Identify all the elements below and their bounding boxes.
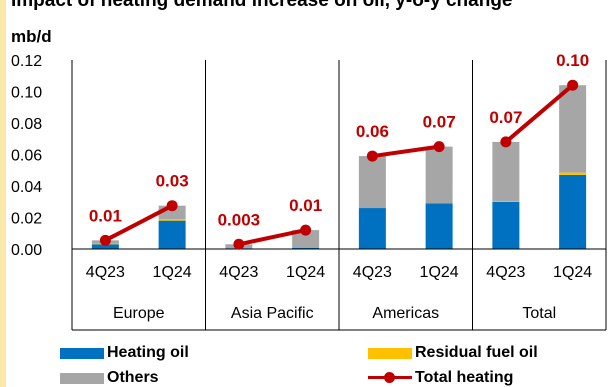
total-heating-marker — [366, 150, 378, 162]
total-heating-line-swatch — [368, 372, 412, 384]
total-heating-line-segment — [504, 83, 574, 144]
total-heating-marker — [99, 234, 111, 246]
total-heating-data-label: 0.10 — [556, 51, 589, 70]
legend-label-others: Others — [107, 369, 159, 386]
group-label: Europe — [113, 305, 165, 322]
legend-label-heating-oil: Heating oil — [107, 344, 189, 361]
total-heating-data-label: 0.01 — [289, 196, 322, 215]
y-tick-label: 0.00 — [11, 242, 42, 259]
legend-item-total-heating: Total heating — [368, 369, 513, 387]
x-tick-label: 4Q23 — [86, 264, 125, 281]
group-label: Americas — [372, 305, 439, 322]
total-heating-data-label: 0.003 — [218, 210, 261, 229]
total-heating-data-label: 0.01 — [89, 206, 122, 225]
left-accent-strip — [0, 0, 6, 387]
bar-residual-fuel-oil — [492, 200, 520, 202]
legend-label-residual-fuel-oil: Residual fuel oil — [415, 344, 538, 361]
y-unit-label: mb/d — [11, 27, 52, 46]
group-label: Total — [522, 305, 556, 322]
y-tick-label: 0.12 — [11, 53, 42, 70]
bar-residual-fuel-oil — [158, 219, 186, 221]
y-tick-label: 0.06 — [11, 148, 42, 165]
total-heating-data-label: 0.07 — [489, 108, 522, 127]
bar-heating-oil — [91, 244, 119, 249]
bar-others — [559, 85, 587, 173]
total-heating-marker — [300, 224, 312, 236]
bar-heating-oil — [492, 201, 520, 249]
total-heating-marker — [433, 141, 445, 153]
total-heating-line-segment — [372, 144, 440, 159]
x-tick-label: 1Q24 — [553, 264, 592, 281]
total-heating-data-label: 0.06 — [356, 122, 389, 141]
bar-heating-oil — [559, 174, 587, 249]
total-heating-marker — [233, 238, 245, 250]
bar-others — [492, 141, 520, 201]
y-tick-label: 0.08 — [11, 116, 42, 133]
bar-heating-oil — [358, 208, 386, 249]
legend-item-residual-fuel-oil: Residual fuel oil — [368, 344, 538, 362]
bar-others — [425, 146, 453, 204]
x-tick-label: 4Q23 — [353, 264, 392, 281]
total-heating-line-segment — [238, 228, 307, 247]
bar-residual-fuel-oil — [559, 172, 587, 175]
chart-title: Impact of heating demand increase on oil… — [11, 0, 513, 11]
total-heating-marker — [166, 200, 178, 212]
bar-heating-oil — [425, 203, 453, 249]
x-tick-label: 1Q24 — [286, 264, 325, 281]
x-tick-label: 4Q23 — [486, 264, 525, 281]
bar-others — [292, 230, 320, 248]
y-tick-label: 0.02 — [11, 211, 42, 228]
legend-item-others: Others — [60, 369, 159, 387]
total-heating-marker — [567, 79, 579, 91]
bar-heating-oil — [292, 247, 320, 249]
y-tick-label: 0.10 — [11, 85, 42, 102]
heating-oil-swatch — [60, 347, 104, 359]
others-swatch — [60, 372, 104, 384]
total-heating-marker — [500, 136, 512, 148]
group-label: Asia Pacific — [231, 305, 314, 322]
legend-label-total-heating: Total heating — [415, 369, 514, 386]
bar-heating-oil — [158, 220, 186, 249]
total-heating-line-segment — [104, 203, 174, 243]
y-tick-label: 0.04 — [11, 179, 42, 196]
total-heating-data-label: 0.07 — [423, 113, 456, 132]
total-heating-data-label: 0.03 — [156, 172, 189, 191]
x-tick-label: 1Q24 — [153, 264, 192, 281]
x-tick-label: 1Q24 — [420, 264, 459, 281]
bar-others — [358, 156, 386, 209]
x-tick-label: 4Q23 — [219, 264, 258, 281]
residual-fuel-oil-swatch — [368, 347, 412, 359]
legend-item-heating-oil: Heating oil — [60, 344, 189, 362]
